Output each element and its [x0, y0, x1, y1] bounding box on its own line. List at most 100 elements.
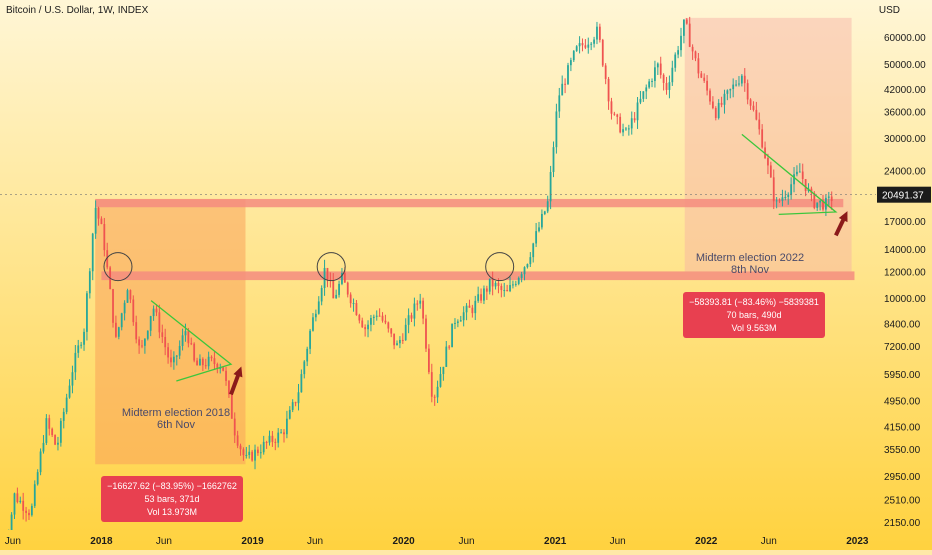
- candle-body: [51, 428, 54, 436]
- candle-body: [132, 299, 135, 323]
- y-tick-label: 17000.00: [884, 217, 926, 228]
- arrow-head: [233, 366, 243, 378]
- candle-body: [468, 305, 471, 308]
- candle-body: [549, 172, 552, 202]
- x-tick-label: Jun: [761, 536, 777, 547]
- candle-body: [703, 77, 706, 81]
- y-tick-label: 42000.00: [884, 85, 926, 96]
- candle-body: [500, 285, 503, 291]
- candle-body: [312, 317, 314, 331]
- candle-body: [567, 65, 569, 85]
- candle-body: [752, 105, 755, 110]
- current-price-value: 20491.37: [882, 191, 924, 202]
- candle-body: [10, 514, 13, 530]
- candle-body: [352, 303, 355, 305]
- candle-body: [320, 287, 323, 302]
- candle-body: [271, 435, 274, 442]
- candle-body: [714, 108, 717, 118]
- candle-body: [552, 147, 555, 173]
- x-tick-label: 2019: [241, 536, 264, 547]
- candle-body: [709, 90, 711, 102]
- candle-body: [155, 308, 158, 313]
- candle-body: [80, 344, 83, 346]
- candle-body: [607, 78, 610, 102]
- candle-body: [390, 328, 393, 334]
- candle-body: [343, 273, 346, 283]
- candle-body: [381, 315, 384, 321]
- candle-body: [283, 432, 285, 435]
- annotation-title: Midterm election 2022: [696, 252, 804, 264]
- candle-body: [126, 290, 129, 303]
- candle-body: [654, 67, 656, 81]
- resistance-retests: [103, 252, 515, 282]
- candle-body: [804, 179, 807, 192]
- candle-body: [796, 171, 798, 175]
- candle-body: [117, 327, 120, 337]
- price-axis: 60000.00 50000.00 42000.00 36000.00 30000.00…: [877, 33, 931, 529]
- candle-body: [42, 442, 45, 452]
- candle-body: [587, 44, 590, 48]
- candle-body: [65, 397, 68, 412]
- candle-body: [367, 324, 369, 330]
- candle-body: [483, 288, 485, 301]
- x-tick-label: Jun: [5, 536, 21, 547]
- candle-body: [297, 392, 300, 404]
- candle-body: [265, 441, 268, 443]
- arrow-2022: [834, 211, 848, 237]
- candle-body: [123, 302, 126, 314]
- candle-body: [335, 294, 338, 299]
- candle-body: [25, 510, 27, 513]
- candle-body: [740, 75, 743, 84]
- candle-body: [410, 315, 413, 319]
- candle-body: [384, 320, 387, 323]
- candle-body: [245, 454, 248, 456]
- candle-body: [407, 315, 410, 325]
- y-tick-label: 7200.00: [884, 342, 921, 353]
- candle-body: [578, 43, 581, 47]
- candle-body: [793, 174, 795, 185]
- candle-body: [677, 50, 680, 55]
- drawdown-zone-1: [95, 198, 246, 465]
- x-tick-label: Jun: [156, 536, 172, 547]
- candle-body: [146, 330, 149, 339]
- y-tick-label: 2150.00: [884, 518, 921, 529]
- candle-body: [697, 58, 700, 74]
- candle-body: [526, 264, 529, 268]
- candle-body: [361, 320, 364, 328]
- candle-body: [604, 65, 607, 79]
- retest-circle: [103, 252, 133, 282]
- y-tick-label: 30000.00: [884, 134, 926, 145]
- candle-body: [630, 118, 633, 129]
- y-tick-label: 12000.00: [884, 268, 926, 279]
- candle-body: [228, 380, 230, 395]
- candle-body: [494, 282, 497, 287]
- candle-body: [16, 493, 19, 503]
- candle-body: [758, 119, 761, 130]
- candle-body: [691, 46, 694, 52]
- candle-body: [222, 367, 225, 371]
- candle-body: [738, 83, 740, 85]
- candle-body: [485, 288, 488, 292]
- candle-body: [19, 500, 22, 503]
- candle-body: [723, 93, 726, 105]
- candle-body: [184, 331, 187, 336]
- candle-body: [488, 278, 491, 292]
- candle-body: [596, 26, 598, 40]
- candle-body: [341, 273, 343, 284]
- y-tick-label: 5950.00: [884, 370, 921, 381]
- candle-body: [778, 200, 781, 202]
- candle-body: [355, 303, 358, 316]
- candle-body: [138, 339, 140, 346]
- candle-body: [100, 218, 103, 225]
- candle-body: [387, 322, 390, 329]
- candle-body: [448, 346, 451, 348]
- candle-body: [106, 250, 109, 268]
- candle-body: [254, 449, 256, 461]
- candle-body: [135, 322, 138, 340]
- stat-box-bg: [683, 292, 825, 338]
- candle-body: [309, 330, 311, 349]
- candle-body: [213, 358, 216, 365]
- candle-body: [517, 277, 520, 284]
- candle-body: [694, 51, 697, 59]
